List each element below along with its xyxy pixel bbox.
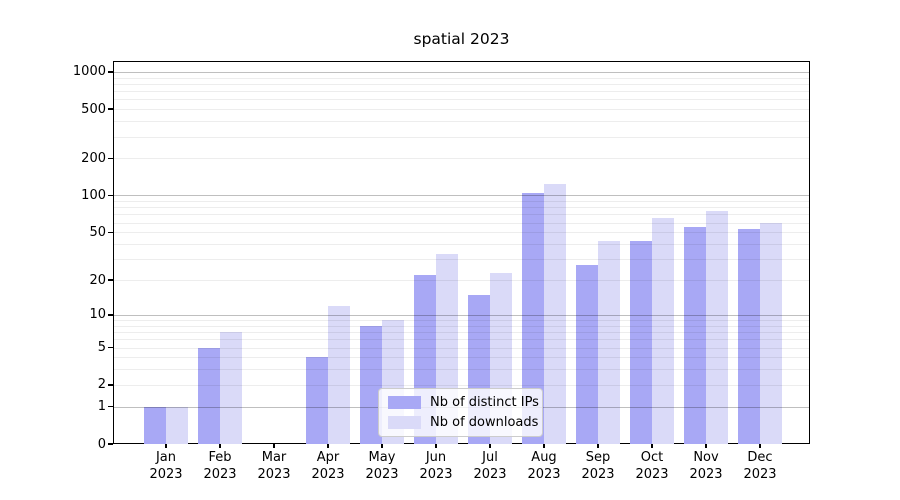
x-tick-mark-jun	[435, 444, 437, 448]
bar-downloads-sep	[598, 241, 620, 444]
month-label: Jul	[482, 450, 498, 465]
x-tick-mark-nov	[705, 444, 707, 448]
x-tick-label-aug: Aug 2023	[517, 450, 571, 483]
y-tick-label-10: 10	[89, 307, 106, 323]
year-label: 2023	[365, 466, 399, 482]
x-tick-mark-feb	[219, 444, 221, 448]
chart-title: spatial 2023	[413, 30, 510, 48]
x-tick-label-nov: Nov 2023	[679, 450, 733, 483]
x-tick-label-apr: Apr 2023	[301, 450, 355, 483]
y-tick-label-100: 100	[81, 187, 106, 203]
year-label: 2023	[203, 466, 237, 482]
month-label: Oct	[640, 450, 664, 465]
y-tick-label-2: 2	[97, 377, 106, 393]
bar-ips-oct	[630, 241, 652, 444]
x-tick-mark-dec	[759, 444, 761, 448]
y-tick-label-200: 200	[81, 150, 106, 166]
y-tick-mark-200	[108, 157, 113, 160]
year-label: 2023	[473, 466, 507, 482]
month-label: Nov	[693, 450, 719, 465]
bar-downloads-jan	[166, 406, 188, 444]
x-tick-mark-mar	[273, 444, 275, 448]
month-label: Jan	[155, 450, 177, 465]
bar-downloads-feb	[220, 332, 242, 444]
x-tick-label-mar: Mar 2023	[247, 450, 301, 483]
x-tick-label-dec: Dec 2023	[733, 450, 787, 483]
y-tick-mark-20	[108, 279, 113, 281]
bar-ips-jan	[144, 406, 166, 444]
x-tick-label-feb: Feb 2023	[193, 450, 247, 483]
x-tick-mark-jul	[489, 444, 491, 448]
x-tick-mark-apr	[327, 444, 329, 448]
bars-layer	[113, 61, 810, 444]
x-tick-label-jul: Jul 2023	[463, 450, 517, 483]
x-tick-label-jan: Jan 2023	[139, 450, 193, 483]
legend-label-downloads: Nb of downloads	[430, 415, 539, 430]
bar-downloads-dec	[760, 222, 782, 444]
x-tick-mark-sep	[597, 444, 599, 448]
y-tick-mark-10	[108, 314, 113, 316]
y-tick-label-500: 500	[81, 101, 106, 117]
y-tick-mark-1000	[108, 71, 113, 73]
legend-swatch-distinct-ips-icon	[388, 396, 421, 409]
bar-downloads-nov	[706, 210, 728, 444]
x-tick-mark-aug	[543, 444, 545, 448]
y-tick-mark-0	[108, 443, 113, 445]
bar-ips-sep	[576, 264, 598, 444]
bar-ips-feb	[198, 347, 220, 444]
year-label: 2023	[257, 466, 291, 482]
y-tick-mark-5	[108, 346, 113, 349]
month-label: Mar	[261, 450, 287, 465]
y-tick-label-20: 20	[89, 272, 106, 288]
year-label: 2023	[743, 466, 777, 482]
legend-item-distinct-ips: Nb of distinct IPs	[388, 395, 542, 410]
legend: Nb of distinct IPs Nb of downloads	[378, 388, 543, 437]
bar-ips-aug	[522, 192, 544, 444]
y-tick-label-1: 1	[97, 399, 106, 415]
bar-ips-nov	[684, 227, 706, 444]
legend-item-downloads: Nb of downloads	[388, 415, 542, 430]
month-label: Aug	[531, 450, 557, 465]
y-tick-mark-100	[108, 194, 113, 197]
year-label: 2023	[149, 466, 183, 482]
y-tick-mark-500	[108, 108, 113, 110]
x-tick-mark-may	[381, 444, 383, 448]
bar-downloads-aug	[544, 183, 566, 444]
y-tick-mark-1	[108, 405, 113, 408]
month-label: Jun	[425, 450, 447, 465]
year-label: 2023	[635, 466, 669, 482]
x-tick-label-may: May 2023	[355, 450, 409, 483]
x-tick-label-jun: Jun 2023	[409, 450, 463, 483]
year-label: 2023	[689, 466, 723, 482]
x-tick-mark-oct	[651, 444, 653, 448]
month-label: May	[368, 450, 396, 465]
bar-ips-may	[360, 325, 382, 444]
y-tick-label-5: 5	[97, 340, 106, 355]
month-label: Apr	[316, 450, 340, 465]
bar-ips-apr	[306, 357, 328, 444]
bar-downloads-apr	[328, 305, 350, 444]
year-label: 2023	[581, 466, 615, 482]
y-tick-mark-2	[108, 384, 113, 386]
x-tick-mark-jan	[165, 444, 167, 448]
month-label: Sep	[585, 450, 611, 465]
year-label: 2023	[419, 466, 453, 482]
year-label: 2023	[311, 466, 345, 482]
y-tick-mark-50	[108, 231, 113, 233]
month-label: Feb	[208, 450, 232, 465]
y-tick-label-1000: 1000	[72, 64, 106, 80]
year-label: 2023	[527, 466, 561, 482]
x-tick-label-oct: Oct 2023	[625, 450, 679, 483]
legend-label-distinct-ips: Nb of distinct IPs	[430, 395, 539, 410]
month-label: Dec	[747, 450, 773, 465]
bar-ips-dec	[738, 229, 760, 444]
bar-downloads-oct	[652, 218, 674, 444]
legend-swatch-downloads-icon	[388, 416, 421, 429]
y-tick-label-50: 50	[89, 224, 106, 240]
y-tick-label-0: 0	[97, 436, 106, 452]
x-tick-label-sep: Sep 2023	[571, 450, 625, 483]
plot-inner	[113, 61, 810, 444]
